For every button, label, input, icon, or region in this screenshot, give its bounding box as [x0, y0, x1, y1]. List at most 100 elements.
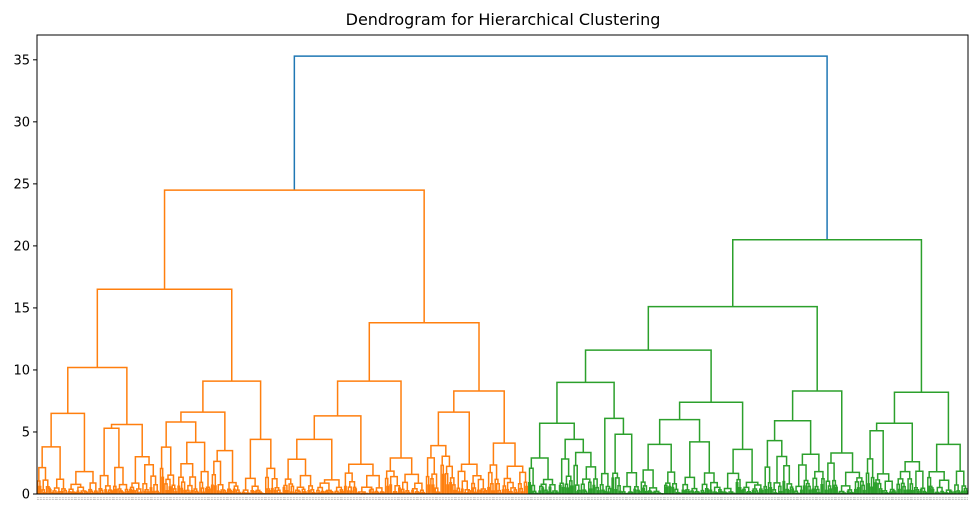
- dendrogram-link: [906, 489, 910, 494]
- leaf-label: ··: [339, 497, 345, 501]
- leaf-label: ··: [269, 497, 275, 501]
- leaf-label: ··: [243, 497, 249, 501]
- leaf-label: ··: [614, 497, 620, 501]
- leaf-label: ··: [263, 497, 269, 501]
- leaf-label: ··: [211, 497, 217, 501]
- leaf-label: ··: [344, 497, 350, 501]
- leaf-label: ··: [393, 497, 399, 501]
- dendrogram-link: [346, 490, 350, 494]
- dendrogram-link: [877, 482, 882, 494]
- dendrogram-link: [144, 464, 155, 484]
- dendrogram-link: [349, 480, 356, 488]
- dendrogram-link: [541, 487, 545, 494]
- dendrogram-link: [397, 487, 401, 494]
- leaf-label: ··: [237, 497, 243, 501]
- leaf-label: ··: [820, 497, 826, 501]
- leaf-label: ··: [428, 497, 434, 501]
- leaf-label: ··: [399, 497, 405, 501]
- leaf-label: ··: [851, 497, 857, 501]
- leaf-label: ··: [455, 497, 461, 501]
- dendrogram-link: [752, 488, 758, 491]
- leaf-label: ··: [912, 497, 918, 501]
- dendrogram-link: [48, 488, 52, 494]
- leaf-label: ··: [338, 497, 344, 501]
- leaf-label: ··: [921, 497, 927, 501]
- leaf-label: ··: [83, 497, 89, 501]
- leaf-label: ··: [662, 497, 668, 501]
- dendrogram-link: [216, 490, 220, 494]
- dendrogram-link: [187, 491, 191, 494]
- dendrogram-link: [682, 483, 689, 491]
- dendrogram-link: [701, 483, 708, 491]
- leaf-label: ··: [822, 497, 828, 501]
- leaf-label: ··: [88, 497, 94, 501]
- leaf-label: ··: [304, 497, 310, 501]
- leaf-label: ··: [396, 497, 402, 501]
- dendrogram-link: [706, 489, 710, 494]
- leaf-label: ··: [588, 497, 594, 501]
- leaf-label: ··: [138, 497, 144, 501]
- dendrogram-link: [251, 490, 255, 494]
- leaf-label: ··: [668, 497, 674, 501]
- leaf-label: ··: [924, 497, 930, 501]
- dendrogram-link: [938, 479, 950, 491]
- dendrogram-link: [297, 490, 301, 494]
- dendrogram-link: [786, 483, 793, 490]
- leaf-label: ··: [123, 497, 129, 501]
- dendrogram-link: [36, 480, 41, 494]
- leaf-label: ··: [37, 497, 43, 501]
- dendrogram-link: [160, 446, 172, 476]
- dendrogram-link: [437, 491, 441, 494]
- leaf-label: ··: [368, 497, 374, 501]
- dendrogram-link: [960, 490, 964, 494]
- dendrogram-link: [381, 491, 385, 494]
- dendrogram-link: [296, 486, 305, 491]
- dendrogram-link: [957, 491, 961, 494]
- dendrogram-link: [89, 482, 97, 492]
- leaf-label: ··: [506, 497, 512, 501]
- dendrogram-link: [174, 491, 178, 494]
- leaf-label: ··: [694, 497, 700, 501]
- dendrogram-link: [463, 492, 467, 494]
- leaf-label: ··: [44, 497, 50, 501]
- leaf-label: ··: [753, 497, 759, 501]
- leaf-label: ··: [788, 497, 794, 501]
- leaf-label: ··: [523, 497, 529, 501]
- leaf-label: ··: [599, 497, 605, 501]
- leaf-label: ··: [132, 497, 138, 501]
- dendrogram-link: [566, 487, 570, 494]
- dendrogram-link: [853, 488, 857, 494]
- dendrogram-link: [545, 491, 549, 494]
- leaf-label: ··: [127, 497, 133, 501]
- dendrogram-link: [953, 490, 957, 494]
- dendrogram-link: [487, 486, 491, 494]
- dendrogram-link: [449, 477, 455, 485]
- dendrogram-link: [348, 463, 374, 476]
- dendrogram-link: [766, 439, 783, 468]
- dendrogram-link: [612, 472, 619, 479]
- dendrogram-link: [490, 482, 494, 494]
- leaf-label: ··: [914, 497, 920, 501]
- leaf-label: ··: [158, 497, 164, 501]
- leaf-label: ··: [573, 497, 579, 501]
- leaf-label: ··: [111, 497, 117, 501]
- leaf-label: ··: [940, 497, 946, 501]
- dendrogram-link: [758, 488, 763, 494]
- leaf-label: ··: [596, 497, 602, 501]
- dendrogram-link: [334, 490, 339, 494]
- leaf-label: ··: [290, 497, 296, 501]
- dendrogram-link: [801, 453, 820, 472]
- leaf-label: ··: [124, 497, 130, 501]
- dendrogram-link: [783, 465, 791, 484]
- dendrogram-link: [760, 489, 764, 494]
- leaf-label: ··: [732, 497, 738, 501]
- dendrogram-link: [754, 490, 759, 494]
- dendrogram-link: [764, 466, 771, 487]
- dendrogram-link: [180, 487, 184, 494]
- leaf-label: ··: [798, 497, 804, 501]
- leaf-label: ··: [700, 497, 706, 501]
- dendrogram-link: [549, 483, 556, 492]
- leaf-label: ··: [848, 497, 854, 501]
- dendrogram-link: [915, 489, 920, 494]
- dendrogram-link: [131, 489, 135, 494]
